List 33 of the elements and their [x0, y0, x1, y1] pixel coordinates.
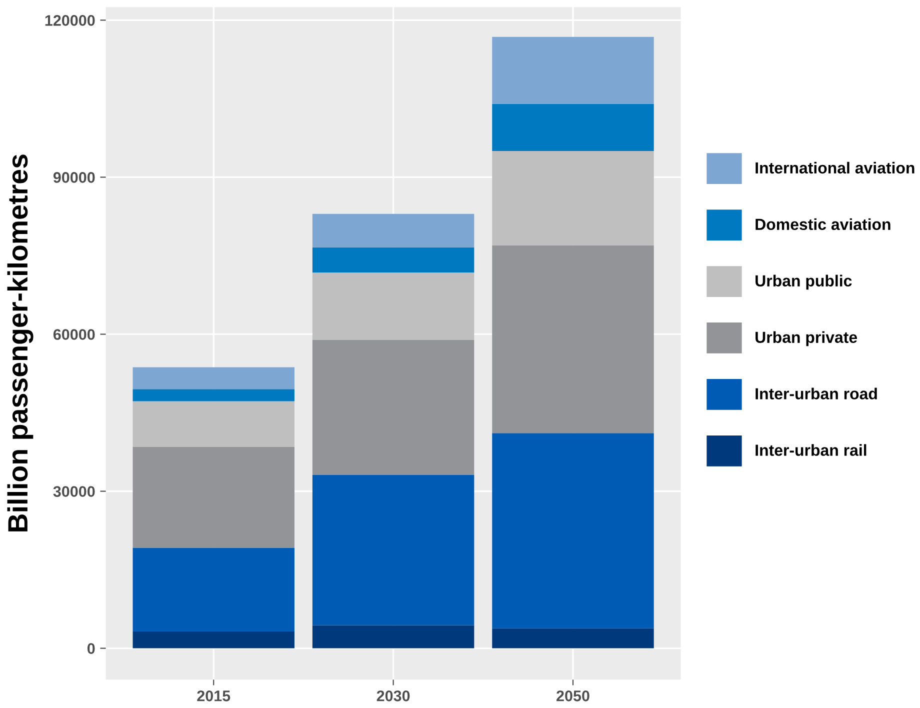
bar [312, 214, 474, 248]
bar [492, 628, 654, 648]
x-tick-label: 2030 [376, 690, 410, 702]
bar [132, 548, 294, 632]
y-tick-label: 30000 [53, 486, 95, 497]
bar [312, 272, 474, 340]
bar [132, 446, 294, 548]
legend-label: Urban private [756, 331, 858, 346]
bar [312, 625, 474, 648]
bar [132, 367, 294, 390]
y-tick-label: 120000 [45, 15, 95, 26]
bar [312, 340, 474, 476]
x-tick-label: 2015 [197, 690, 230, 702]
bar [132, 632, 294, 648]
bar [492, 36, 654, 104]
bar [492, 433, 654, 628]
bar [132, 401, 294, 447]
y-tick-label: 90000 [53, 172, 95, 183]
bar [312, 247, 474, 272]
bar [492, 151, 654, 246]
y-axis-title: Billion passenger-kilometres [7, 154, 34, 532]
bar [492, 104, 654, 152]
legend-label: Inter-urban road [756, 388, 877, 400]
legend-label: International aviation [756, 162, 914, 174]
legend-label: Inter-urban rail [756, 444, 866, 456]
legend-label: Urban public [756, 274, 852, 290]
legend-label: Domestic aviation [756, 218, 890, 230]
bar [312, 475, 474, 626]
y-tick-label: 60000 [53, 329, 95, 340]
x-tick-label: 2050 [556, 690, 590, 702]
bar [492, 245, 654, 434]
bar [132, 389, 294, 402]
y-tick-label: 0 [87, 643, 95, 654]
